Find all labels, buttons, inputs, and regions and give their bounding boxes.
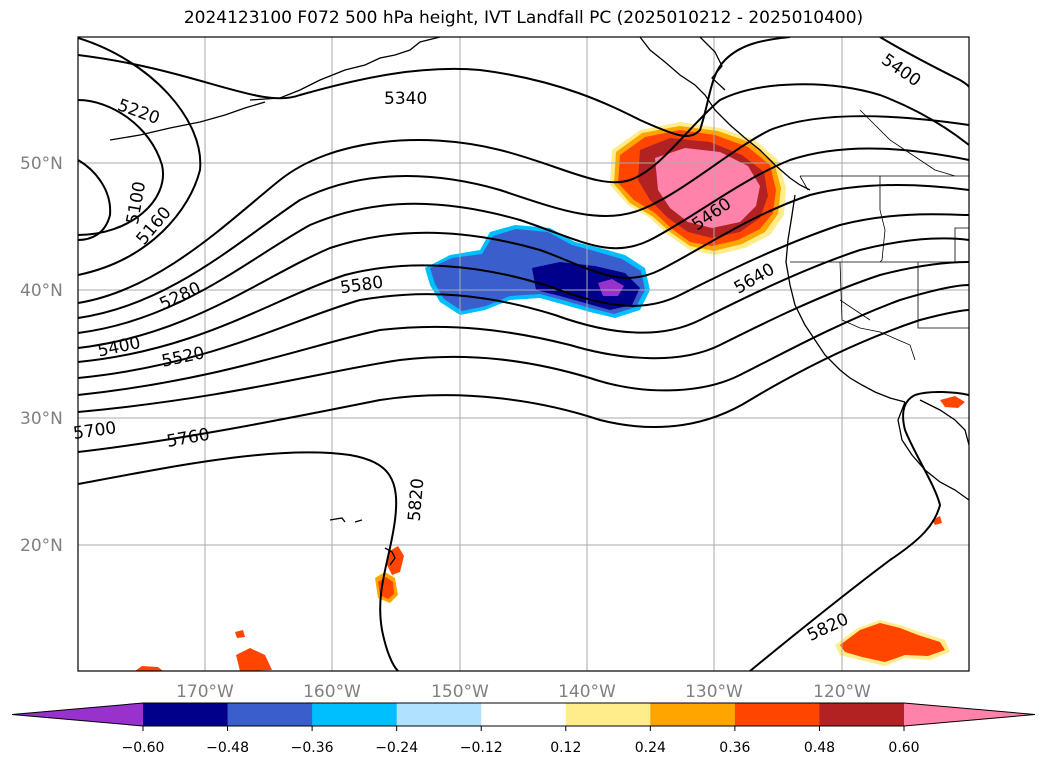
colorbar-segment (227, 703, 313, 726)
colorbar-segment (481, 703, 567, 726)
colorbar-tick-label: −0.60 (122, 740, 165, 756)
colorbar-segment (734, 703, 820, 726)
lat-label: 30°N (20, 409, 63, 429)
colorbar-tick-label: 0.12 (550, 740, 581, 756)
colorbar-tick-label: −0.48 (206, 740, 249, 756)
colorbar-segment (650, 703, 736, 726)
colorbar-tick-label: 0.48 (804, 740, 835, 756)
coastlines (109, 37, 969, 566)
contour-label: 5820 (405, 477, 429, 522)
map-frame (77, 36, 970, 672)
colorbar: −0.60 −0.48 −0.36 −0.24 −0.12 0.12 0.24 0.36 0.4… (11, 702, 1036, 756)
lat-label: 20°N (20, 536, 63, 556)
graticule-labels: 50°N 40°N 30°N 20°N 170°W 160°W 150°W 14… (20, 154, 871, 702)
colorbar-tick-label: 0.36 (719, 740, 750, 756)
ivt-positive-area (610, 122, 786, 255)
colorbar-tick-label: 0.60 (888, 740, 919, 756)
lon-label: 140°W (558, 682, 616, 702)
ivt-negative-area (425, 225, 650, 318)
colorbar-tick-label: 0.24 (635, 740, 666, 756)
colorbar-segment (396, 703, 482, 726)
colorbar-tick-label: −0.36 (291, 740, 334, 756)
colorbar-tick-label: −0.12 (460, 740, 503, 756)
colorbar-segment (565, 703, 651, 726)
political-borders (790, 109, 969, 361)
lon-label: 170°W (176, 682, 234, 702)
lat-label: 40°N (20, 281, 63, 301)
lon-label: 150°W (431, 682, 489, 702)
lon-label: 130°W (685, 682, 743, 702)
contour-label: 5280 (157, 278, 205, 314)
colorbar-extend-high (904, 703, 1035, 726)
lon-label: 120°W (813, 682, 871, 702)
lat-label: 50°N (20, 154, 63, 174)
colorbar-segment (819, 703, 905, 726)
contour-label: 5520 (160, 343, 206, 372)
height-contours (78, 37, 969, 671)
contour-label: 5340 (384, 89, 427, 109)
contour-label: 5220 (115, 95, 162, 129)
contour-label-group: 5220 5340 5400 5100 5160 5280 5580 5460 … (72, 50, 924, 646)
colorbar-segment (312, 703, 398, 726)
contour-label: 5580 (339, 273, 385, 299)
lon-label: 160°W (303, 682, 361, 702)
map-title: 2024123100 F072 500 hPa height, IVT Land… (183, 8, 864, 28)
colorbar-extend-low (12, 703, 143, 726)
graticule (78, 37, 969, 671)
ivt-small-patches (135, 396, 965, 671)
colorbar-tick-label: −0.24 (375, 740, 418, 756)
contour-label: 5400 (96, 333, 142, 362)
contour-label: 5400 (877, 50, 924, 91)
colorbar-segment (143, 703, 229, 726)
contour-label: 5760 (165, 425, 211, 452)
contour-label: 5700 (72, 418, 118, 444)
